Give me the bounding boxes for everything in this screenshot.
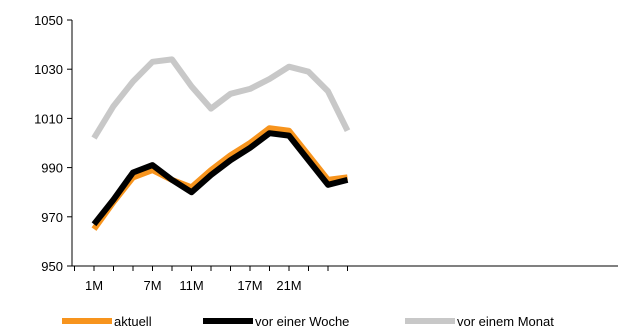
- series-line-aktuell: [91, 125, 348, 231]
- y-tick-label: 970: [41, 210, 63, 225]
- chart-axes: 950 970 990 1010 1030 1050 1M 7M 11M 17M 21M: [34, 13, 618, 293]
- x-tick-label: 21M: [276, 278, 301, 293]
- chart-legend: aktuell vor einer Woche vor einem Monat: [62, 314, 554, 329]
- x-tick-label: 11M: [179, 278, 203, 293]
- y-tick-label: 1050: [34, 13, 63, 28]
- legend-label-vor-einem-monat: vor einem Monat: [457, 314, 554, 329]
- y-tick-label: 950: [41, 259, 63, 274]
- x-tick-label: 1M: [85, 278, 103, 293]
- series-line-vor-einer-woche: [91, 130, 349, 227]
- y-tick-label: 1010: [34, 111, 63, 126]
- chart-series: [91, 56, 351, 231]
- legend-label-vor-einer-woche: vor einer Woche: [255, 314, 349, 329]
- x-tick-label: 7M: [143, 278, 161, 293]
- y-tick-label: 990: [41, 161, 63, 176]
- series-line-vor-einem-monat: [91, 56, 351, 140]
- legend-label-aktuell: aktuell: [114, 314, 152, 329]
- x-tick-label: 17M: [237, 278, 262, 293]
- y-tick-label: 1030: [34, 62, 63, 77]
